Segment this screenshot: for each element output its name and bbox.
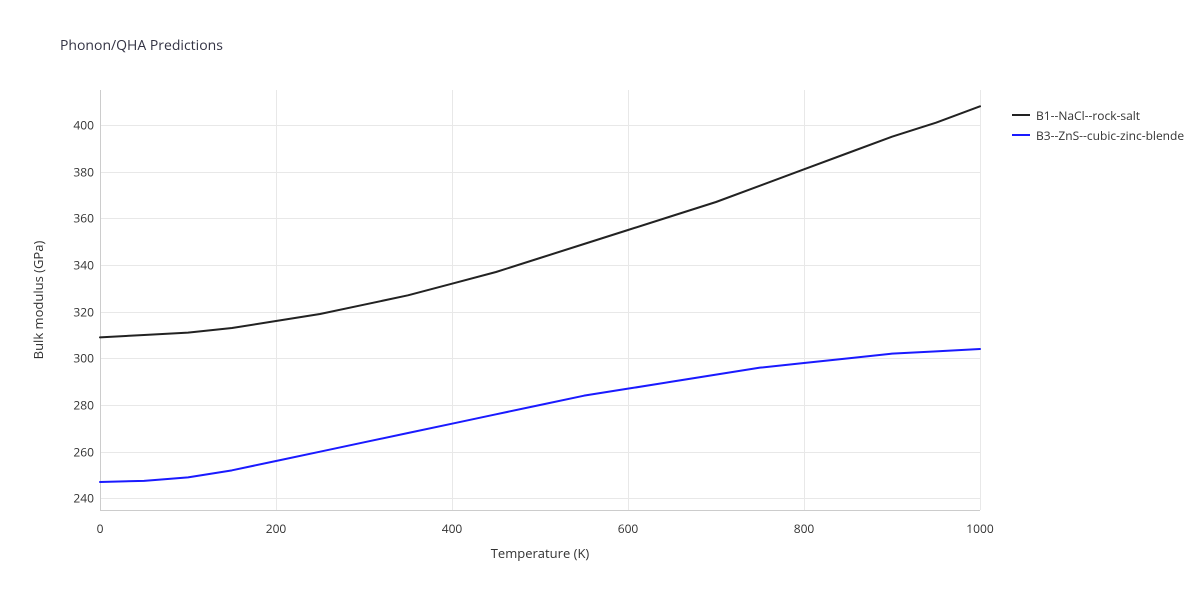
chart-title: Phonon/QHA Predictions	[60, 36, 223, 55]
legend-item[interactable]: B1--NaCl--rock-salt	[1012, 105, 1184, 125]
y-tick-label: 360	[70, 210, 94, 227]
legend-label: B1--NaCl--rock-salt	[1036, 107, 1140, 124]
y-tick-label: 340	[70, 257, 94, 274]
legend: B1--NaCl--rock-salt B3--ZnS--cubic-zinc-b…	[1012, 105, 1184, 145]
axis-line-bottom	[100, 510, 980, 511]
x-tick-label: 400	[442, 520, 463, 537]
x-tick-label: 1000	[966, 520, 993, 537]
y-tick-label: 400	[70, 117, 94, 134]
y-tick-label: 280	[70, 397, 94, 414]
y-axis-label: Bulk modulus (GPa)	[29, 241, 47, 360]
legend-item[interactable]: B3--ZnS--cubic-zinc-blende	[1012, 125, 1184, 145]
grid-line-v	[980, 90, 981, 510]
x-axis-label: Temperature (K)	[491, 544, 590, 562]
x-tick-label: 800	[794, 520, 815, 537]
legend-swatch	[1012, 114, 1030, 116]
y-tick-label: 300	[70, 350, 94, 367]
series-svg	[100, 90, 980, 510]
series-line	[100, 106, 980, 337]
x-tick-label: 0	[97, 520, 104, 537]
y-tick-label: 380	[70, 163, 94, 180]
y-tick-label: 240	[70, 490, 94, 507]
series-line	[100, 349, 980, 482]
y-tick-label: 320	[70, 303, 94, 320]
legend-swatch	[1012, 134, 1030, 136]
legend-label: B3--ZnS--cubic-zinc-blende	[1036, 127, 1184, 144]
x-tick-label: 600	[618, 520, 639, 537]
chart-container: Phonon/QHA Predictions Temperature (K) B…	[0, 0, 1200, 600]
x-tick-label: 200	[266, 520, 287, 537]
y-tick-label: 260	[70, 443, 94, 460]
